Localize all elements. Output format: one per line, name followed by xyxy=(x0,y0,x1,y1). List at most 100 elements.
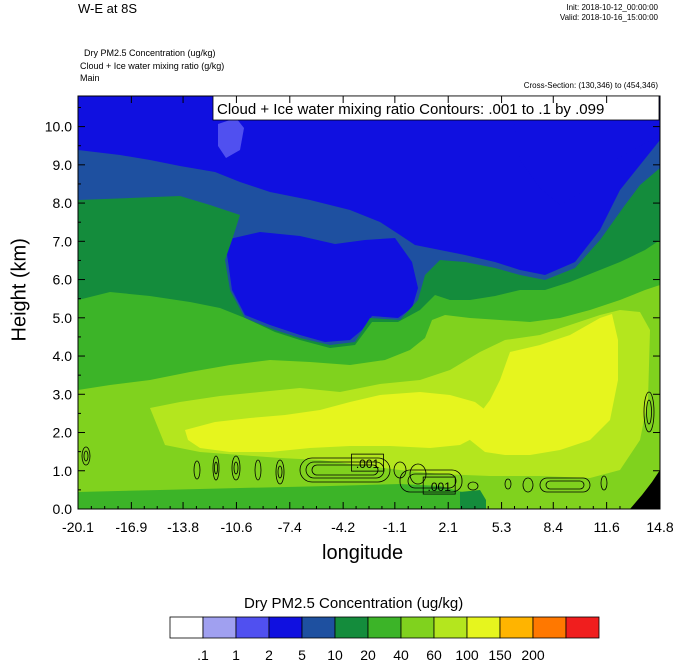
pm25-filled-contours xyxy=(78,96,660,509)
colorbar-swatch xyxy=(268,616,303,639)
y-axis: 0.0 1.0 2.0 3.0 4.0 5.0 6.0 7.0 8.0 9.0 10.0 xyxy=(45,106,660,517)
x-tick-label: 14.8 xyxy=(646,519,673,535)
y-tick-label: 5.0 xyxy=(53,310,73,326)
contour-ring xyxy=(600,475,608,491)
contour-ring xyxy=(399,469,463,493)
y-tick-label: 8.0 xyxy=(53,195,73,211)
colorbar-level-label: 200 xyxy=(521,647,545,663)
contour-ring xyxy=(254,459,262,481)
contour-ring xyxy=(81,446,91,466)
colorbar-swatch xyxy=(235,616,270,639)
contour-ring xyxy=(522,477,534,493)
colorbar-level-label: 5 xyxy=(298,647,306,663)
y-tick-label: 6.0 xyxy=(53,272,73,288)
contour-ring xyxy=(539,477,591,493)
contour-info-box: Cloud + Ice water mixing ratio Contours:… xyxy=(212,95,660,121)
valid-time: Valid: 2018-10-16_15:00:00 xyxy=(559,13,658,22)
colorbar-swatch xyxy=(334,616,369,639)
contour-ring xyxy=(212,455,220,481)
colorbar-level-label: 40 xyxy=(393,647,409,663)
colorbar-swatch xyxy=(367,616,402,639)
y-tick-label: 4.0 xyxy=(53,348,73,364)
x-tick-label: -10.6 xyxy=(220,519,252,535)
contour-ring xyxy=(467,481,479,491)
contour-ring xyxy=(504,478,512,490)
colorbar-level-label: 1 xyxy=(232,647,240,663)
colorbar-swatch xyxy=(169,616,204,639)
x-tick-label: 5.3 xyxy=(492,519,512,535)
x-axis-label: longitude xyxy=(322,542,404,564)
contour-label-text: .001 xyxy=(356,457,380,471)
colorbar-swatch xyxy=(499,616,534,639)
fill-yellow-core-left xyxy=(185,392,492,452)
contour-ring xyxy=(299,457,391,483)
colorbar-title: Dry PM2.5 Concentration (ug/kg) xyxy=(244,595,464,612)
colorbar-swatch xyxy=(565,616,600,639)
cloud-contour-lines xyxy=(81,391,655,493)
contour-info-box-bg xyxy=(212,95,660,121)
init-time: Init: 2018-10-12_00:00:00 xyxy=(566,3,658,12)
x-tick-label: 11.6 xyxy=(594,519,620,535)
contour-ring xyxy=(275,459,285,485)
contour-label-box xyxy=(351,453,384,472)
contour-ring xyxy=(305,461,385,479)
colorbar-level-label: 10 xyxy=(327,647,343,663)
x-tick-label: -20.1 xyxy=(62,519,94,535)
y-tick-label: 9.0 xyxy=(53,157,73,173)
contour-ring xyxy=(646,399,652,425)
field-label-main: Main xyxy=(80,73,100,83)
colorbar-swatch xyxy=(433,616,468,639)
colorbar-level-label: 150 xyxy=(488,647,512,663)
contour-ring xyxy=(233,461,239,475)
cross-section-label: Cross-Section: (130,346) to (454,346) xyxy=(523,81,658,90)
contour-labels: .001 .001 xyxy=(351,453,456,495)
x-tick-label: 8.4 xyxy=(544,519,564,535)
x-tick-label: -7.4 xyxy=(278,519,302,535)
x-tick-label: -13.8 xyxy=(167,519,199,535)
contour-ring xyxy=(83,450,89,462)
field-label-cloud: Cloud + Ice water mixing ratio (g/kg) xyxy=(80,61,225,71)
colorbar-swatch xyxy=(301,616,336,639)
field-label-pm25: Dry PM2.5 Concentration (ug/kg) xyxy=(84,48,216,58)
chart-title: W-E at 8S xyxy=(78,1,138,16)
contour-ring xyxy=(545,480,585,490)
colorbar-swatch xyxy=(202,616,237,639)
fill-blue-right-column xyxy=(510,96,660,205)
colorbar-level-label: 60 xyxy=(426,647,442,663)
x-axis: -20.1 -16.9 -13.8 -10.6 -7.4 -4.2 -1.1 2.1 5.3 8.… xyxy=(62,96,674,535)
y-tick-label: 10.0 xyxy=(45,119,72,135)
colorbar-level-label: .1 xyxy=(197,647,209,663)
fill-yellow-core-right xyxy=(470,314,618,455)
x-tick-label: -1.1 xyxy=(383,519,407,535)
contour-ring xyxy=(231,455,241,481)
colorbar-level-label: 20 xyxy=(360,647,376,663)
fill-black-terrain xyxy=(630,470,660,509)
colorbar-swatch xyxy=(466,616,501,639)
y-tick-label: 0.0 xyxy=(53,501,73,517)
fill-blue-tongue xyxy=(225,232,418,342)
contour-ring xyxy=(643,391,655,433)
contour-label-box xyxy=(422,476,456,495)
contour-label: .001 xyxy=(422,476,456,495)
contour-ring xyxy=(407,473,457,489)
colorbar-level-label: 100 xyxy=(455,647,479,663)
contour-label: .001 xyxy=(351,453,384,472)
y-tick-label: 7.0 xyxy=(53,233,73,249)
x-tick-label: -4.2 xyxy=(331,519,355,535)
x-tick-label: -16.9 xyxy=(115,519,147,535)
y-tick-label: 1.0 xyxy=(53,463,73,479)
colorbar-level-label: 2 xyxy=(265,647,273,663)
y-tick-label: 2.0 xyxy=(53,425,73,441)
colorbar: .1 1 2 5 10 20 40 60 100 150 200 xyxy=(169,616,600,663)
fill-green-bottom-strip xyxy=(78,484,470,509)
y-tick-label: 3.0 xyxy=(53,386,73,402)
contour-ring xyxy=(277,465,283,479)
contour-label-text: .001 xyxy=(428,480,452,494)
colorbar-swatch xyxy=(400,616,435,639)
x-tick-label: 2.1 xyxy=(438,519,458,535)
colorbar-swatch xyxy=(532,616,567,639)
fill-lavender-patch xyxy=(218,118,244,158)
contour-ring xyxy=(311,464,379,476)
contour-ring xyxy=(193,460,201,480)
